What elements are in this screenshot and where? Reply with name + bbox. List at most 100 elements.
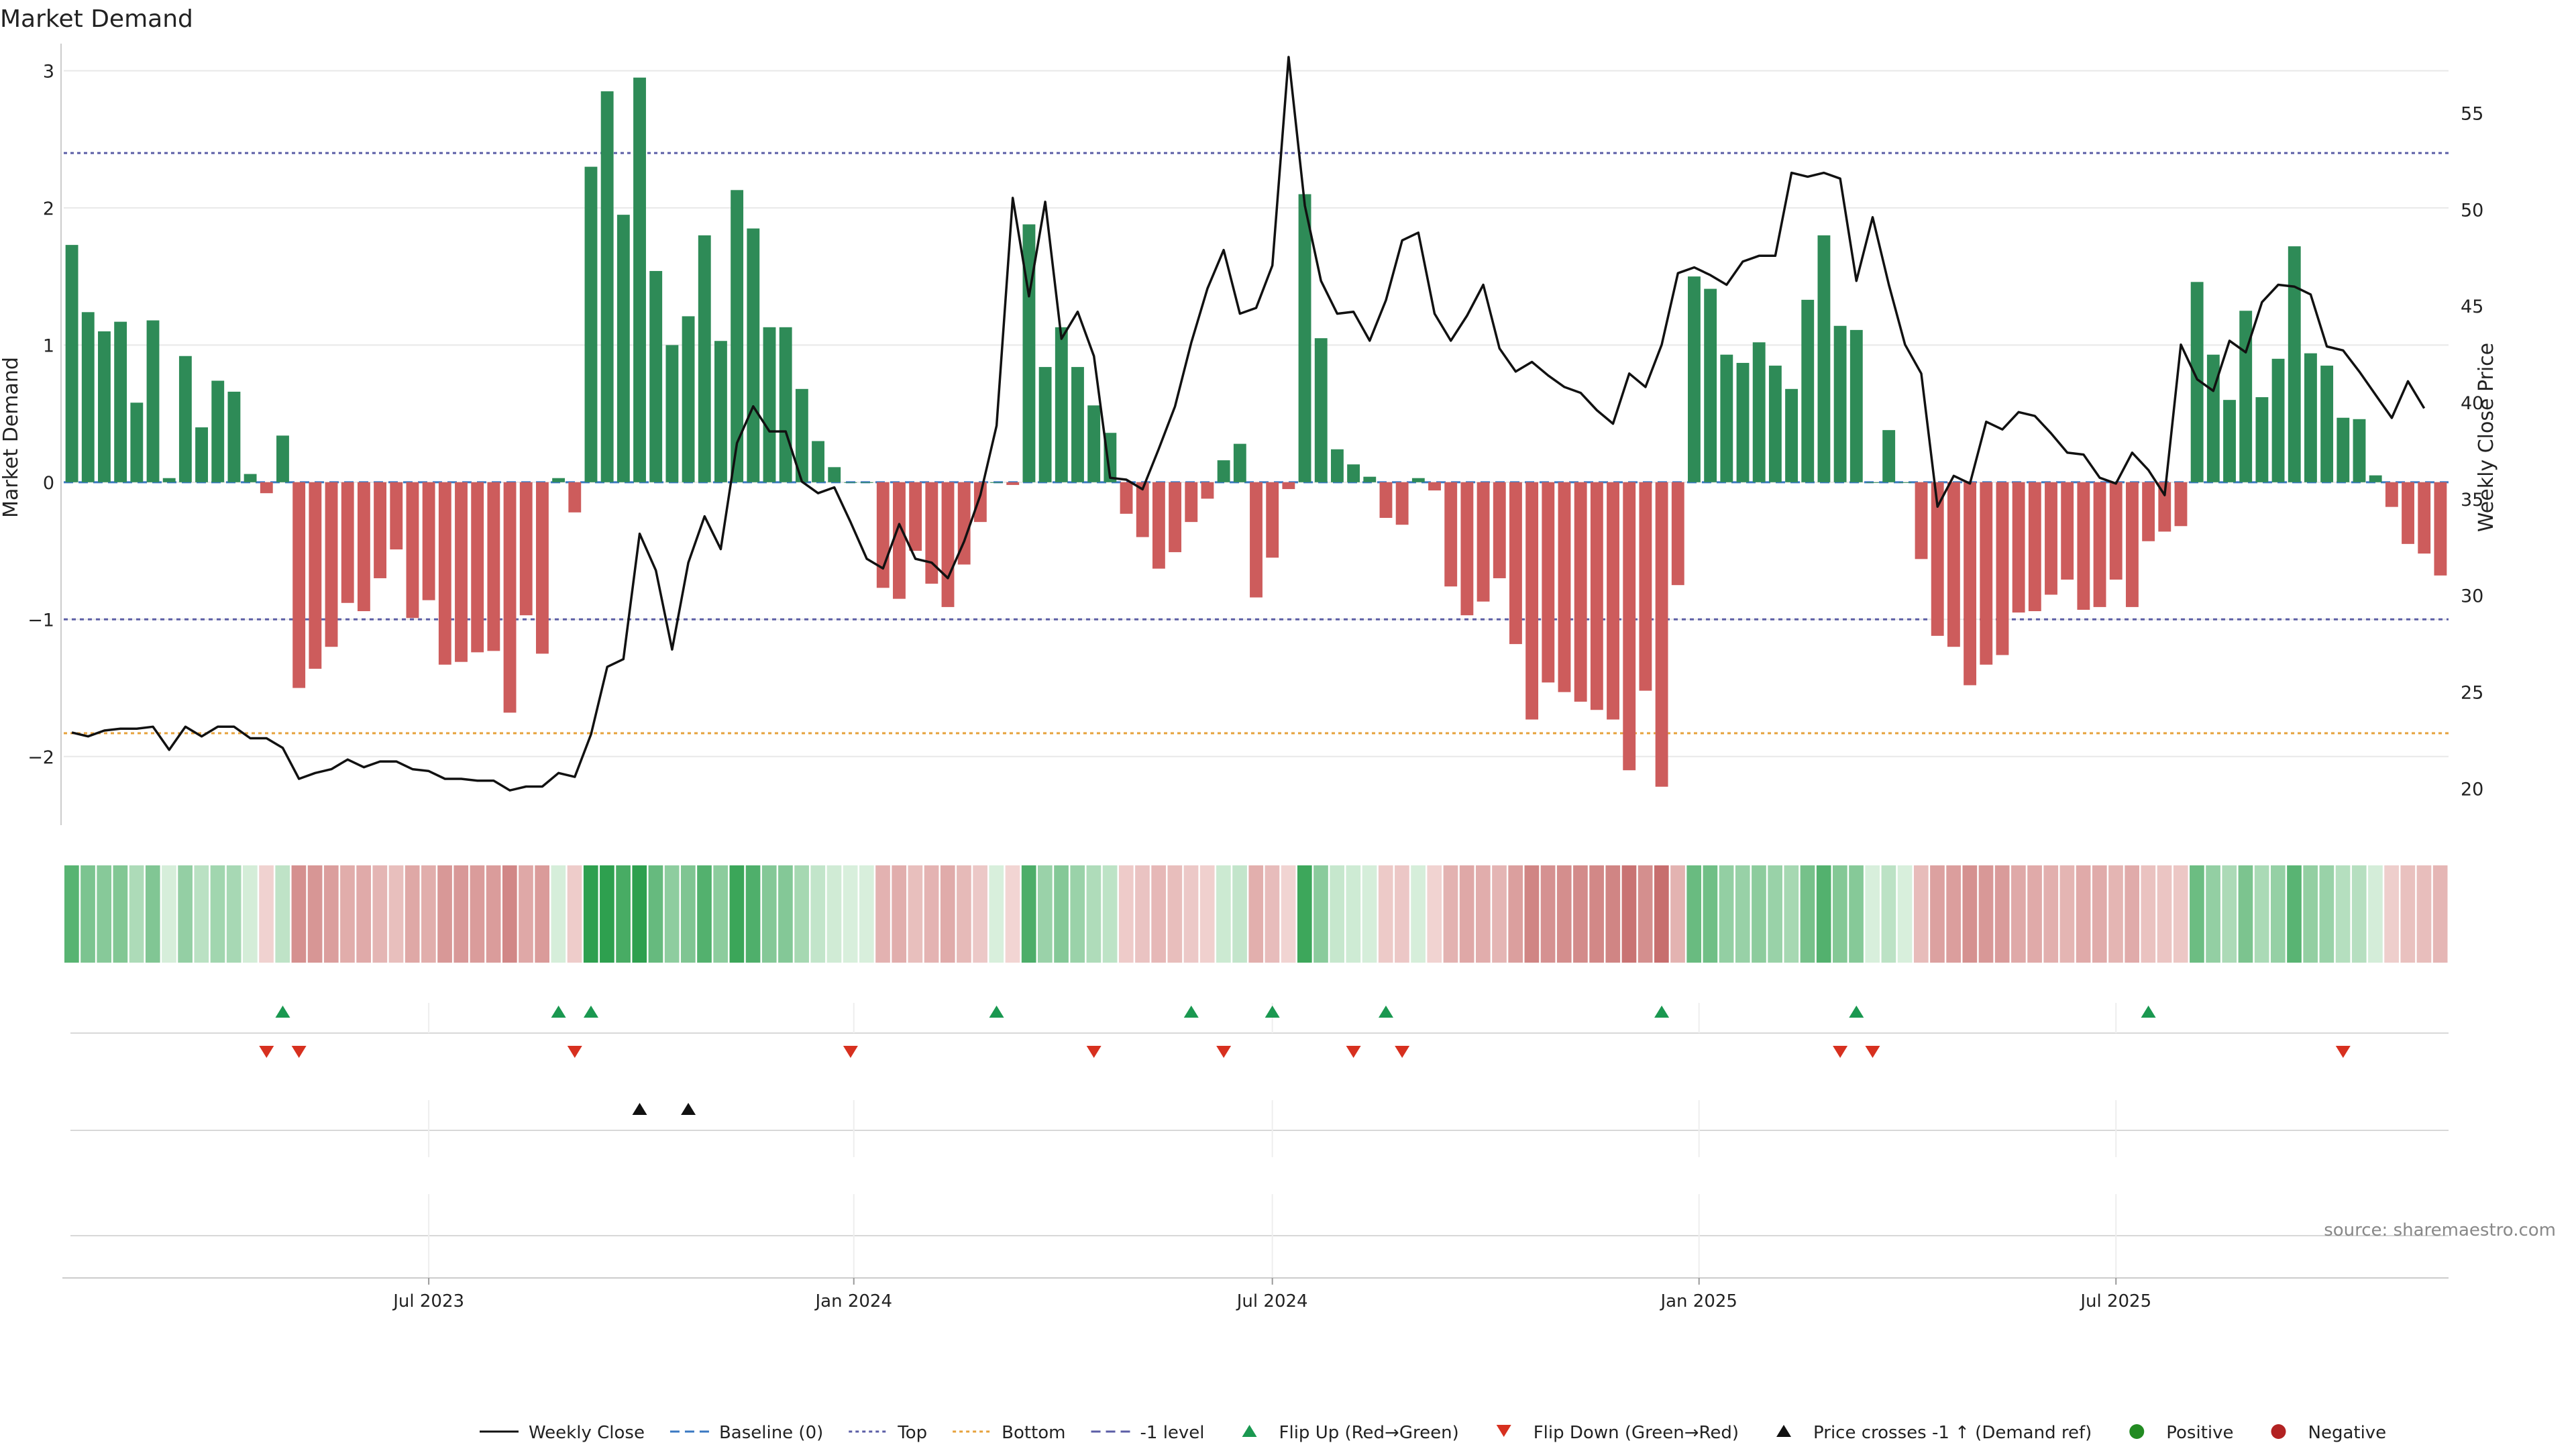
heat-cell: [2173, 865, 2188, 963]
demand-bar-positive: [1882, 430, 1896, 482]
demand-bar-negative: [535, 482, 549, 654]
demand-bar-negative: [2434, 482, 2447, 576]
weekly-close-series: [71, 56, 2426, 792]
demand-bar-negative: [260, 482, 273, 494]
demand-bar-positive: [1720, 354, 1733, 482]
legend-swatch: [1776, 1425, 1792, 1437]
legend-swatch: [1242, 1425, 1257, 1437]
heat-cell: [486, 865, 501, 963]
heat-cell: [1881, 865, 1896, 963]
demand-bar-positive: [795, 388, 808, 482]
heat-cell: [194, 865, 209, 963]
demand-bar-positive: [1898, 482, 1912, 483]
heat-cell: [713, 865, 729, 963]
heat-cell: [1670, 865, 1685, 963]
heat-cell: [502, 865, 517, 963]
demand-bar-positive: [81, 312, 95, 482]
demand-bar-positive: [2255, 397, 2269, 482]
demand-bar-negative: [1964, 482, 1977, 686]
demand-bar-negative: [1980, 482, 1993, 665]
legend-swatch: [2129, 1424, 2145, 1439]
demand-bar-positive: [1849, 329, 1863, 482]
demand-bar-positive: [600, 91, 614, 482]
demand-heat-strip: [64, 865, 2448, 963]
y2-tick-label: 50: [2461, 200, 2483, 221]
heat-cell: [1411, 865, 1426, 963]
heat-cell: [64, 865, 79, 963]
demand-bar-positive: [1330, 449, 1344, 482]
demand-bar-positive: [698, 235, 711, 482]
demand-bar-positive: [1688, 276, 1701, 482]
heat-cell: [275, 865, 290, 963]
heat-cell: [421, 865, 436, 963]
flip-up-marker: [1183, 1006, 1199, 1018]
demand-bar-negative: [2125, 482, 2139, 607]
demand-bar-negative: [2077, 482, 2090, 610]
demand-bar-negative: [2142, 482, 2155, 541]
y-tick-label: 1: [43, 335, 54, 356]
demand-bar-negative: [292, 482, 306, 688]
y2-tick-label: 20: [2461, 779, 2483, 800]
heat-cell: [2254, 865, 2269, 963]
demand-bar-negative: [519, 482, 533, 616]
heat-cell: [761, 865, 777, 963]
heat-cell: [843, 865, 858, 963]
heat-cell: [1946, 865, 1961, 963]
heat-cell: [519, 865, 533, 963]
heat-cell: [356, 865, 371, 963]
heat-cell: [1054, 865, 1069, 963]
heat-cell: [2190, 865, 2204, 963]
heat-cell: [1005, 865, 1020, 963]
heat-cell: [632, 865, 647, 963]
legend-label: Positive: [2166, 1423, 2233, 1443]
demand-bar-positive: [714, 341, 727, 482]
flip-up-marker: [2141, 1006, 2156, 1018]
demand-bar-negative: [455, 482, 468, 662]
demand-bar-positive: [682, 316, 695, 482]
demand-bar-positive: [2223, 400, 2236, 482]
demand-bar-positive: [552, 478, 566, 482]
heat-cell: [1800, 865, 1815, 963]
legend-swatch: [1496, 1425, 1511, 1437]
heat-cell: [535, 865, 550, 963]
demand-bar-positive: [2288, 246, 2301, 482]
demand-bars: [65, 77, 2447, 787]
flip-up-marker: [551, 1006, 566, 1018]
demand-bar-negative: [487, 482, 500, 651]
demand-bar-positive: [1217, 460, 1230, 482]
heat-cell: [1021, 865, 1036, 963]
heat-cell: [2400, 865, 2416, 963]
demand-bar-positive: [1298, 194, 1311, 482]
heat-cell: [243, 865, 258, 963]
heat-cell: [1573, 865, 1588, 963]
demand-bar-negative: [1006, 482, 1020, 485]
heat-cell: [291, 865, 307, 963]
flip-down-marker: [567, 1046, 582, 1058]
heat-cell: [794, 865, 809, 963]
demand-bar-negative: [1558, 482, 1571, 692]
heat-cell: [1248, 865, 1264, 963]
demand-bar-negative: [2109, 482, 2123, 580]
heat-cell: [1281, 865, 1296, 963]
heat-cell: [1913, 865, 1929, 963]
demand-bar-negative: [1282, 482, 1295, 490]
demand-bar-negative: [941, 482, 955, 607]
flip-down-marker: [843, 1046, 858, 1058]
y2-axis-label: Weekly Close Price: [2475, 343, 2498, 532]
heat-cell: [600, 865, 614, 963]
y-axis-label: Market Demand: [0, 357, 23, 518]
y2-tick-label: 30: [2461, 586, 2483, 607]
demand-bar-negative: [2012, 482, 2025, 613]
demand-bar-negative: [1136, 482, 1149, 537]
demand-bar-positive: [1087, 405, 1101, 482]
flip-down-marker: [1865, 1046, 1880, 1058]
demand-bar-negative: [1915, 482, 1928, 559]
demand-bar-positive: [731, 190, 744, 482]
heat-cell: [405, 865, 420, 963]
heat-cell: [470, 865, 485, 963]
legend-label: Top: [897, 1423, 927, 1443]
demand-bar-positive: [860, 482, 873, 483]
demand-bar-negative: [325, 482, 338, 647]
demand-bar-positive: [649, 270, 663, 482]
